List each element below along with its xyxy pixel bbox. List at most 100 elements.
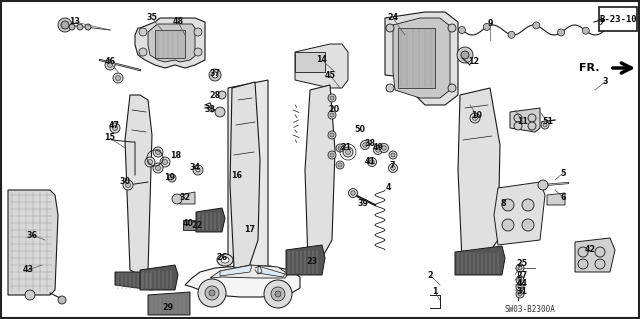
- Text: 19: 19: [164, 174, 175, 182]
- Text: 49: 49: [372, 144, 383, 152]
- Text: 41: 41: [365, 158, 376, 167]
- Text: 30: 30: [120, 177, 131, 187]
- Polygon shape: [455, 246, 505, 275]
- Polygon shape: [305, 85, 335, 265]
- Circle shape: [156, 150, 161, 154]
- Circle shape: [343, 147, 353, 157]
- Circle shape: [389, 151, 397, 159]
- Text: SW03-B2300A: SW03-B2300A: [504, 306, 556, 315]
- Text: 7: 7: [389, 160, 395, 169]
- Polygon shape: [458, 88, 500, 265]
- Polygon shape: [295, 52, 325, 72]
- Circle shape: [264, 280, 292, 308]
- Ellipse shape: [217, 254, 233, 266]
- Circle shape: [218, 91, 226, 99]
- Circle shape: [168, 174, 176, 182]
- Ellipse shape: [221, 257, 229, 263]
- Circle shape: [336, 161, 344, 169]
- Circle shape: [528, 122, 536, 130]
- Text: 42: 42: [584, 244, 596, 254]
- Polygon shape: [183, 220, 198, 230]
- Circle shape: [271, 287, 285, 301]
- Polygon shape: [385, 12, 458, 105]
- Text: 47: 47: [109, 122, 120, 130]
- Circle shape: [61, 21, 69, 29]
- Circle shape: [388, 164, 397, 173]
- Text: 37: 37: [209, 69, 221, 78]
- Circle shape: [578, 247, 588, 257]
- Circle shape: [376, 148, 380, 152]
- Circle shape: [518, 292, 522, 296]
- Circle shape: [363, 143, 367, 147]
- Circle shape: [391, 166, 396, 170]
- Circle shape: [215, 107, 225, 117]
- Text: 44: 44: [516, 279, 527, 288]
- Circle shape: [516, 290, 524, 298]
- Circle shape: [58, 18, 72, 32]
- Circle shape: [381, 146, 387, 150]
- Circle shape: [541, 121, 549, 129]
- Text: 43: 43: [22, 265, 33, 275]
- Text: 22: 22: [191, 220, 203, 229]
- Circle shape: [139, 28, 147, 36]
- FancyBboxPatch shape: [599, 7, 637, 31]
- Text: 4: 4: [385, 183, 391, 192]
- Text: 5: 5: [560, 168, 566, 177]
- Text: 11: 11: [518, 117, 529, 127]
- Circle shape: [386, 84, 394, 92]
- Text: 18: 18: [170, 151, 182, 160]
- Circle shape: [346, 150, 351, 154]
- Circle shape: [145, 157, 155, 167]
- Circle shape: [209, 69, 221, 81]
- Circle shape: [153, 163, 163, 173]
- Circle shape: [336, 144, 344, 152]
- Circle shape: [194, 28, 202, 36]
- Text: 50: 50: [355, 125, 365, 135]
- Circle shape: [522, 219, 534, 231]
- Text: 29: 29: [163, 302, 173, 311]
- Circle shape: [502, 219, 514, 231]
- Text: 6: 6: [560, 192, 566, 202]
- Polygon shape: [286, 245, 325, 275]
- Text: 12: 12: [468, 57, 479, 66]
- Polygon shape: [115, 272, 157, 290]
- Text: FR.: FR.: [579, 63, 600, 73]
- Circle shape: [514, 122, 522, 130]
- Circle shape: [543, 123, 547, 127]
- Circle shape: [330, 133, 334, 137]
- Polygon shape: [196, 208, 225, 232]
- Circle shape: [123, 180, 133, 190]
- Circle shape: [448, 84, 456, 92]
- Circle shape: [115, 76, 120, 80]
- Circle shape: [194, 48, 202, 56]
- Circle shape: [125, 182, 131, 188]
- Circle shape: [595, 247, 605, 257]
- Text: 36: 36: [26, 231, 38, 240]
- Text: 21: 21: [340, 144, 351, 152]
- Text: 40: 40: [182, 219, 193, 228]
- Circle shape: [516, 264, 524, 272]
- Circle shape: [330, 153, 334, 157]
- Circle shape: [360, 140, 369, 150]
- Circle shape: [472, 115, 477, 121]
- Text: 16: 16: [232, 172, 243, 181]
- Circle shape: [160, 157, 170, 167]
- Polygon shape: [148, 292, 190, 315]
- Circle shape: [578, 259, 588, 269]
- Text: 35: 35: [147, 13, 157, 23]
- Circle shape: [156, 166, 161, 170]
- Text: 31: 31: [516, 287, 527, 296]
- Text: 28: 28: [209, 91, 221, 100]
- Polygon shape: [295, 44, 348, 88]
- Circle shape: [77, 24, 83, 30]
- Text: 38: 38: [364, 138, 376, 147]
- Text: 45: 45: [324, 70, 335, 79]
- Circle shape: [58, 296, 66, 304]
- Polygon shape: [135, 18, 205, 68]
- Text: 10: 10: [472, 112, 483, 121]
- Circle shape: [328, 111, 336, 119]
- Circle shape: [516, 276, 524, 284]
- Polygon shape: [8, 190, 58, 295]
- Circle shape: [85, 24, 91, 30]
- Circle shape: [470, 113, 480, 123]
